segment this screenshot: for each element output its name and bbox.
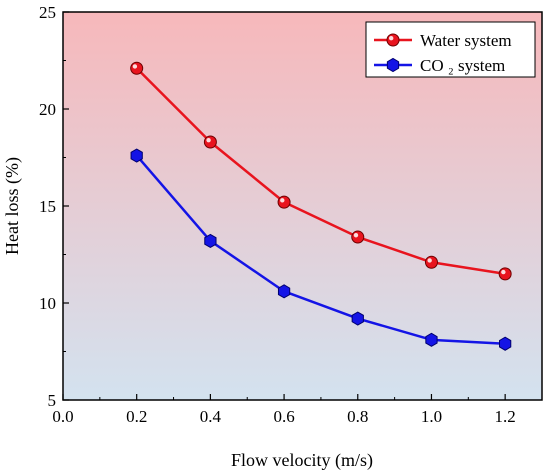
x-axis-title: Flow velocity (m/s) bbox=[231, 450, 373, 471]
x-tick-label: 1.2 bbox=[495, 407, 516, 426]
data-point bbox=[277, 284, 291, 299]
data-point-highlight bbox=[132, 64, 138, 69]
data-point bbox=[351, 311, 364, 326]
series-line bbox=[135, 154, 506, 345]
legend-marker bbox=[386, 57, 400, 73]
y-tick-label: 5 bbox=[48, 391, 57, 410]
x-tick-label: 0.2 bbox=[126, 407, 147, 426]
x-tick-label: 0.4 bbox=[200, 407, 222, 426]
y-tick-label: 15 bbox=[39, 197, 56, 216]
legend: Water system CO ₂ system bbox=[365, 21, 536, 78]
x-tick-label: 0.0 bbox=[52, 407, 73, 426]
legend-marker bbox=[386, 33, 400, 47]
legend-marker-highlight bbox=[389, 36, 394, 41]
y-tick-label: 25 bbox=[39, 3, 56, 22]
series-1 bbox=[130, 61, 512, 281]
data-point bbox=[351, 230, 365, 244]
y-tick-label: 10 bbox=[39, 294, 56, 313]
data-point bbox=[204, 233, 217, 248]
x-tick-label: 1.0 bbox=[421, 407, 442, 426]
data-point-highlight bbox=[353, 233, 359, 238]
data-point-highlight bbox=[280, 198, 285, 203]
legend-item: CO ₂ system bbox=[374, 56, 505, 75]
data-point bbox=[277, 195, 291, 209]
data-point bbox=[424, 255, 438, 269]
data-point bbox=[425, 332, 438, 347]
x-tick-label: 0.8 bbox=[347, 407, 368, 426]
data-point-highlight bbox=[427, 258, 432, 263]
series-line bbox=[135, 67, 506, 276]
series-2 bbox=[130, 148, 512, 351]
data-point bbox=[499, 336, 512, 351]
data-point bbox=[130, 61, 144, 75]
data-point bbox=[130, 148, 143, 163]
y-tick-label: 20 bbox=[39, 100, 56, 119]
data-point bbox=[203, 135, 217, 149]
ticks-layer: 0.0 0.2 0.4 0.6 0.8 1.0 1.2 5 10 15 20 25 bbox=[39, 3, 516, 426]
legend-label: CO ₂ system bbox=[420, 56, 505, 75]
data-point bbox=[498, 267, 512, 281]
data-point-highlight bbox=[206, 137, 211, 143]
data-point-highlight bbox=[501, 269, 506, 275]
legend-label: Water system bbox=[420, 31, 512, 50]
series-layer bbox=[130, 61, 512, 351]
legend-item: Water system bbox=[374, 31, 512, 50]
x-tick-label: 0.6 bbox=[273, 407, 294, 426]
y-axis-title: Heat loss (%) bbox=[2, 157, 23, 255]
